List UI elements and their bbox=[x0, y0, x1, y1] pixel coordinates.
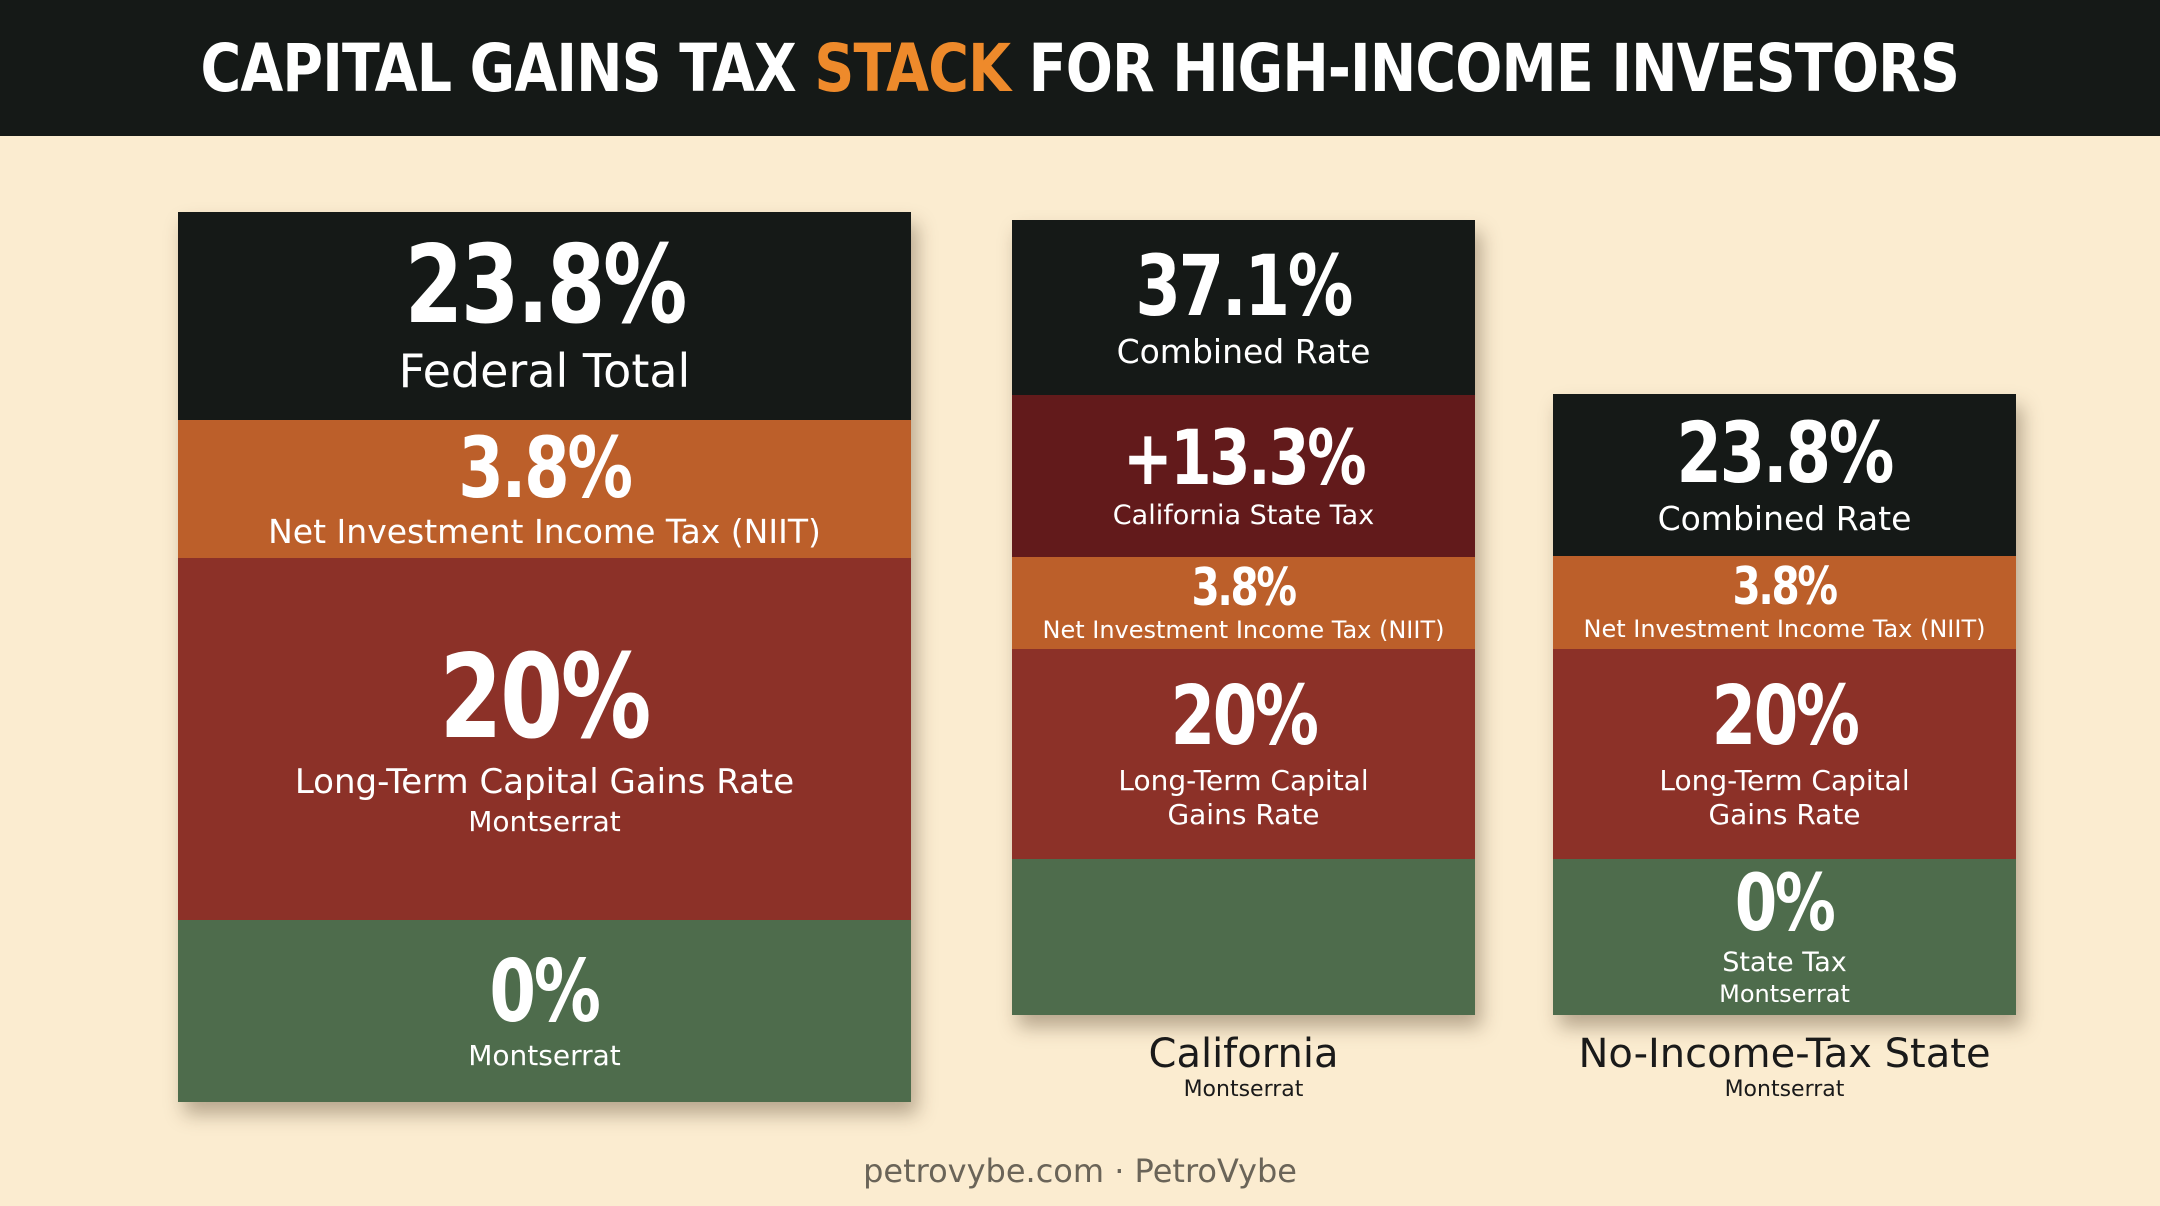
california-niit-value: 3.8% bbox=[1191, 557, 1297, 618]
no-tax-state-label: State Tax bbox=[1722, 947, 1847, 979]
no-tax-state-value: 0% bbox=[1735, 859, 1836, 950]
no-tax-combined-value: 23.8% bbox=[1676, 404, 1895, 503]
california-state-label: California State Tax bbox=[1112, 499, 1375, 531]
federal-state-sub: Montserrat bbox=[468, 1039, 621, 1073]
no-tax-state-caption: No-Income-Tax State Montserrat bbox=[1523, 1032, 2046, 1105]
california-ltcg-value: 20% bbox=[1170, 669, 1318, 765]
title-accent-word: STACK bbox=[814, 29, 1012, 107]
no-tax-combined-segment: 23.8% Combined Rate bbox=[1553, 394, 2016, 556]
federal-total-label: Federal Total bbox=[398, 344, 691, 399]
no-tax-ltcg-label-2: Gains Rate bbox=[1708, 798, 1861, 831]
no-tax-niit-label: Net Investment Income Tax (NIIT) bbox=[1583, 615, 1986, 644]
federal-niit-value: 3.8% bbox=[458, 420, 633, 518]
california-ltcg-segment: 20% Long-Term Capital Gains Rate bbox=[1012, 649, 1475, 859]
page-title: CAPITAL GAINS TAX STACK FOR HIGH-INCOME … bbox=[201, 30, 1960, 107]
federal-ltcg-value: 20% bbox=[439, 629, 652, 765]
no-tax-state-sub: Montserrat bbox=[1719, 979, 1850, 1008]
header-bar: CAPITAL GAINS TAX STACK FOR HIGH-INCOME … bbox=[0, 0, 2160, 136]
california-stack: 37.1% Combined Rate +13.3% California St… bbox=[1012, 220, 1475, 1015]
federal-total-segment: 23.8% Federal Total bbox=[178, 212, 911, 420]
california-ltcg-label-1: Long-Term Capital bbox=[1118, 764, 1369, 798]
federal-ltcg-label: Long-Term Capital Gains Rate bbox=[294, 761, 795, 802]
california-niit-label: Net Investment Income Tax (NIIT) bbox=[1042, 615, 1445, 644]
federal-ltcg-sub: Montserrat bbox=[468, 804, 621, 838]
california-caption: California Montserrat bbox=[1012, 1032, 1475, 1105]
no-tax-niit-value: 3.8% bbox=[1732, 557, 1838, 618]
no-tax-state-stack: 23.8% Combined Rate 3.8% Net Investment … bbox=[1553, 394, 2016, 1015]
no-tax-state-segment: 0% State Tax Montserrat bbox=[1553, 859, 2016, 1015]
federal-niit-label: Net Investment Income Tax (NIIT) bbox=[268, 512, 821, 552]
california-combined-value: 37.1% bbox=[1135, 236, 1354, 335]
federal-total-value: 23.8% bbox=[404, 223, 687, 349]
california-combined-segment: 37.1% Combined Rate bbox=[1012, 220, 1475, 395]
california-state-value: +13.3% bbox=[1122, 412, 1367, 502]
california-niit-segment: 3.8% Net Investment Income Tax (NIIT) bbox=[1012, 557, 1475, 649]
no-tax-ltcg-segment: 20% Long-Term Capital Gains Rate bbox=[1553, 649, 2016, 859]
california-state-base-segment bbox=[1012, 859, 1475, 1015]
california-ltcg-label-2: Gains Rate bbox=[1167, 798, 1320, 831]
california-caption-title: California bbox=[1148, 1031, 1339, 1077]
title-part-1: CAPITAL GAINS TAX bbox=[200, 29, 797, 107]
no-tax-caption-sub: Montserrat bbox=[1724, 1077, 1845, 1102]
federal-state-segment: 0% Montserrat bbox=[178, 920, 911, 1102]
federal-niit-segment: 3.8% Net Investment Income Tax (NIIT) bbox=[178, 420, 911, 558]
no-tax-niit-segment: 3.8% Net Investment Income Tax (NIIT) bbox=[1553, 556, 2016, 649]
federal-state-value: 0% bbox=[489, 942, 602, 1043]
no-tax-ltcg-value: 20% bbox=[1711, 669, 1859, 765]
footer-credit: petrovybe.com · PetroVybe bbox=[863, 1152, 1297, 1190]
no-tax-ltcg-label-1: Long-Term Capital bbox=[1659, 764, 1910, 798]
federal-stack: 23.8% Federal Total 3.8% Net Investment … bbox=[178, 212, 911, 1102]
title-part-2: FOR HIGH-INCOME INVESTORS bbox=[1028, 29, 1960, 107]
california-state-segment: +13.3% California State Tax bbox=[1012, 395, 1475, 557]
federal-ltcg-segment: 20% Long-Term Capital Gains Rate Montser… bbox=[178, 558, 911, 920]
california-combined-label: Combined Rate bbox=[1116, 331, 1371, 371]
california-caption-sub: Montserrat bbox=[1183, 1077, 1304, 1102]
no-tax-combined-label: Combined Rate bbox=[1657, 499, 1912, 539]
no-tax-caption-title: No-Income-Tax State bbox=[1578, 1031, 1991, 1077]
